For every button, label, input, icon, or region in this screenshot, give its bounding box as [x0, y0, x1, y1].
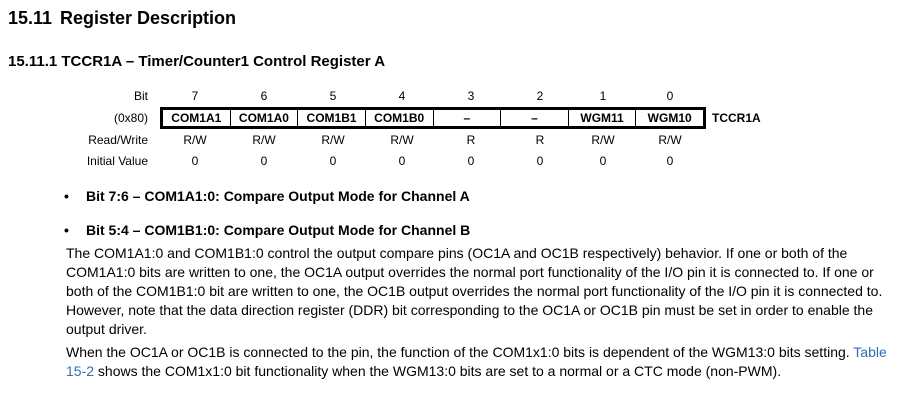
bit-number: 6 [260, 89, 268, 103]
access-value: R/W [183, 133, 207, 147]
field-cell: COM1B1 [298, 110, 366, 126]
initial-value: 0 [398, 154, 406, 168]
field-cell: – [501, 110, 569, 126]
bit-number: 1 [599, 89, 607, 103]
bit-number: 4 [398, 89, 406, 103]
bit-number: 7 [191, 89, 199, 103]
bit-row: Bit 7 6 5 4 3 2 1 0 [0, 86, 760, 106]
bit-row-label: Bit [133, 89, 148, 103]
bullet-item: • Bit 5:4 – COM1B1:0: Compare Output Mode… [64, 222, 470, 238]
field-cell: WGM10 [647, 111, 692, 125]
field-cell: COM1B0 [366, 110, 434, 126]
bullet-text: Bit 5:4 – COM1B1:0: Compare Output Mode … [86, 222, 471, 238]
initial-value: 0 [329, 154, 337, 168]
bit-number: 3 [467, 89, 475, 103]
initial-value: 0 [536, 154, 544, 168]
access-value: R/W [591, 133, 615, 147]
register-fields-box: COM1A1 COM1A0 COM1B1 COM1B0 – – WGM11 WG… [160, 107, 706, 129]
bullet-item: • Bit 7:6 – COM1A1:0: Compare Output Mode… [64, 188, 470, 204]
access-value: R/W [252, 133, 276, 147]
access-value: R/W [658, 133, 682, 147]
access-value: R [535, 133, 545, 147]
table-link[interactable]: Table 15-2 [66, 344, 887, 379]
initial-value: 0 [599, 154, 607, 168]
bullet-dot-icon: • [64, 222, 69, 238]
bullet-text: Bit 7:6 – COM1A1:0: Compare Output Mode … [86, 188, 470, 204]
section-heading: 15.11 Register Description [8, 8, 236, 29]
access-value: R/W [390, 133, 414, 147]
field-cell: COM1A0 [231, 110, 299, 126]
access-value: R [466, 133, 476, 147]
mode-text-after: shows the COM1x1:0 bit functionality whe… [94, 363, 782, 379]
bit-number: 0 [666, 89, 674, 103]
mode-paragraph: When the OC1A or OC1B is connected to th… [66, 343, 896, 381]
access-value: R/W [321, 133, 345, 147]
field-cell: COM1A1 [163, 110, 231, 126]
initial-row-label: Initial Value [86, 154, 148, 168]
initial-value: 0 [191, 154, 199, 168]
section-title: Register Description [60, 8, 237, 28]
initial-value: 0 [467, 154, 475, 168]
register-name: TCCR1A [712, 111, 761, 125]
section-number: 15.11 [8, 8, 53, 28]
bullet-dot-icon: • [64, 188, 69, 204]
mode-text-before: When the OC1A or OC1B is connected to th… [66, 344, 854, 360]
address-row: (0x80) [0, 108, 160, 128]
subsection-heading: 15.11.1 TCCR1A – Timer/Counter1 Control … [8, 53, 386, 70]
initial-value: 0 [260, 154, 268, 168]
initial-value: 0 [666, 154, 674, 168]
register-address: (0x80) [113, 111, 148, 125]
access-row: Read/Write R/W R/W R/W R/W R R R/W R/W [0, 130, 760, 150]
field-cell: WGM11 [569, 110, 637, 126]
bit-number: 2 [536, 89, 544, 103]
initial-row: Initial Value 0 0 0 0 0 0 0 0 [0, 151, 760, 171]
field-cell: – [434, 110, 502, 126]
bit-number: 5 [329, 89, 337, 103]
description-paragraph: The COM1A1:0 and COM1B1:0 control the ou… [66, 245, 883, 337]
access-row-label: Read/Write [88, 133, 148, 147]
